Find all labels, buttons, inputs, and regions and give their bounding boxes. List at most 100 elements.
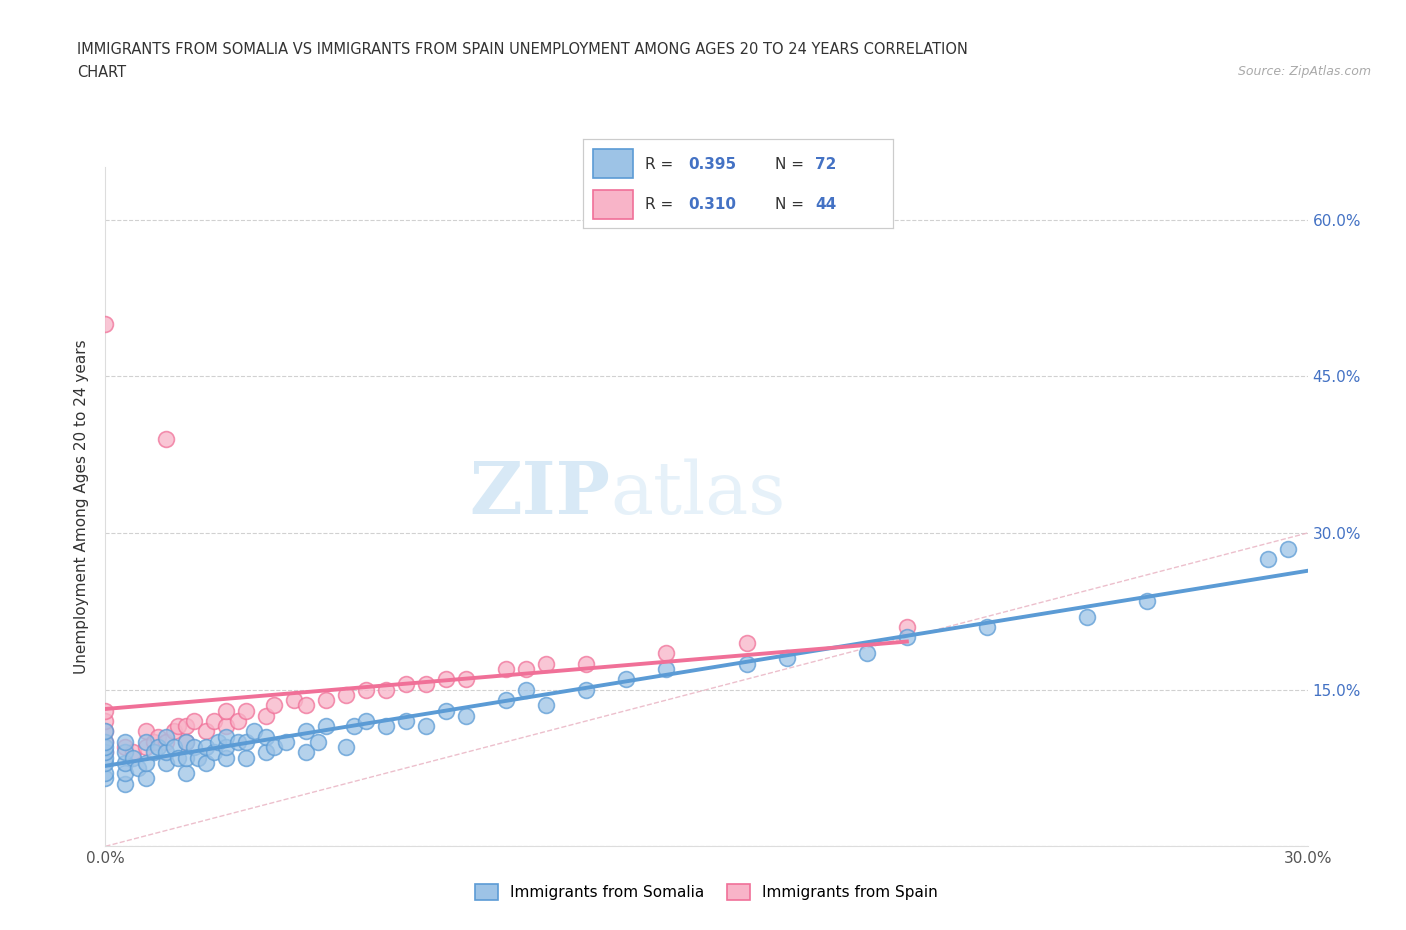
Text: IMMIGRANTS FROM SOMALIA VS IMMIGRANTS FROM SPAIN UNEMPLOYMENT AMONG AGES 20 TO 2: IMMIGRANTS FROM SOMALIA VS IMMIGRANTS FR… <box>77 42 969 57</box>
Point <box>534 656 557 671</box>
Point <box>214 719 236 734</box>
Point <box>207 735 229 750</box>
Point <box>122 751 145 765</box>
Point <box>776 651 799 666</box>
Point <box>1277 541 1299 556</box>
Point <box>242 724 264 738</box>
Point <box>515 683 537 698</box>
Point <box>94 735 117 750</box>
Point <box>194 739 217 754</box>
Point <box>254 729 277 744</box>
Point <box>735 656 758 671</box>
Point <box>135 735 157 750</box>
Point <box>354 683 377 698</box>
Point <box>162 724 184 738</box>
Point <box>415 677 437 692</box>
Point <box>896 619 918 634</box>
Point <box>214 729 236 744</box>
Point <box>114 745 136 760</box>
Point <box>395 677 418 692</box>
Point <box>94 724 117 738</box>
Legend: Immigrants from Somalia, Immigrants from Spain: Immigrants from Somalia, Immigrants from… <box>468 878 945 907</box>
Point <box>122 745 145 760</box>
Point <box>335 739 357 754</box>
Point <box>114 735 136 750</box>
Text: 0.310: 0.310 <box>689 197 737 212</box>
Y-axis label: Unemployment Among Ages 20 to 24 years: Unemployment Among Ages 20 to 24 years <box>75 339 90 674</box>
Point <box>135 771 157 786</box>
Point <box>114 765 136 780</box>
Point <box>174 751 197 765</box>
Point <box>395 713 418 728</box>
Text: R =: R = <box>645 197 679 212</box>
Text: Source: ZipAtlas.com: Source: ZipAtlas.com <box>1237 65 1371 78</box>
Point <box>214 739 236 754</box>
Point <box>575 656 598 671</box>
Point <box>1076 609 1098 624</box>
Point <box>343 719 366 734</box>
Point <box>226 735 249 750</box>
Point <box>94 713 117 728</box>
Text: 72: 72 <box>815 157 837 172</box>
Text: R =: R = <box>645 157 679 172</box>
Point <box>94 724 117 738</box>
Point <box>495 661 517 676</box>
Point <box>415 719 437 734</box>
Bar <box>593 149 633 179</box>
Point <box>263 739 285 754</box>
Point <box>235 735 257 750</box>
Point <box>155 729 177 744</box>
Point <box>976 619 998 634</box>
Point <box>235 751 257 765</box>
Point <box>515 661 537 676</box>
Point <box>174 719 197 734</box>
Point <box>454 671 477 686</box>
Point <box>374 683 398 698</box>
Point <box>94 739 117 754</box>
Point <box>146 729 169 744</box>
Point <box>183 713 205 728</box>
Point <box>155 745 177 760</box>
Point <box>263 698 285 712</box>
Text: atlas: atlas <box>610 458 786 528</box>
Point <box>94 745 117 760</box>
Point <box>155 735 177 750</box>
Point <box>202 745 225 760</box>
Point <box>94 745 117 760</box>
Point <box>335 687 357 702</box>
Point <box>315 719 337 734</box>
Point <box>655 645 678 660</box>
Point <box>454 709 477 724</box>
Point <box>283 693 305 708</box>
Point <box>575 683 598 698</box>
Point <box>226 713 249 728</box>
Point <box>896 630 918 644</box>
Point <box>194 755 217 770</box>
Point <box>616 671 638 686</box>
Point <box>94 771 117 786</box>
Point <box>174 765 197 780</box>
Point <box>214 751 236 765</box>
Point <box>434 703 457 718</box>
Point <box>235 703 257 718</box>
Point <box>202 713 225 728</box>
Point <box>94 755 117 770</box>
Point <box>155 755 177 770</box>
Text: N =: N = <box>775 197 808 212</box>
Point <box>94 316 117 331</box>
Point <box>295 745 318 760</box>
Point <box>142 745 165 760</box>
Point <box>166 719 188 734</box>
Point <box>194 724 217 738</box>
Point <box>374 719 398 734</box>
Point <box>307 735 329 750</box>
Point <box>315 693 337 708</box>
Point <box>354 713 377 728</box>
Point <box>735 635 758 650</box>
Text: 0.395: 0.395 <box>689 157 737 172</box>
Point <box>114 739 136 754</box>
Bar <box>593 190 633 219</box>
Point <box>534 698 557 712</box>
Point <box>295 698 318 712</box>
Point <box>146 739 169 754</box>
